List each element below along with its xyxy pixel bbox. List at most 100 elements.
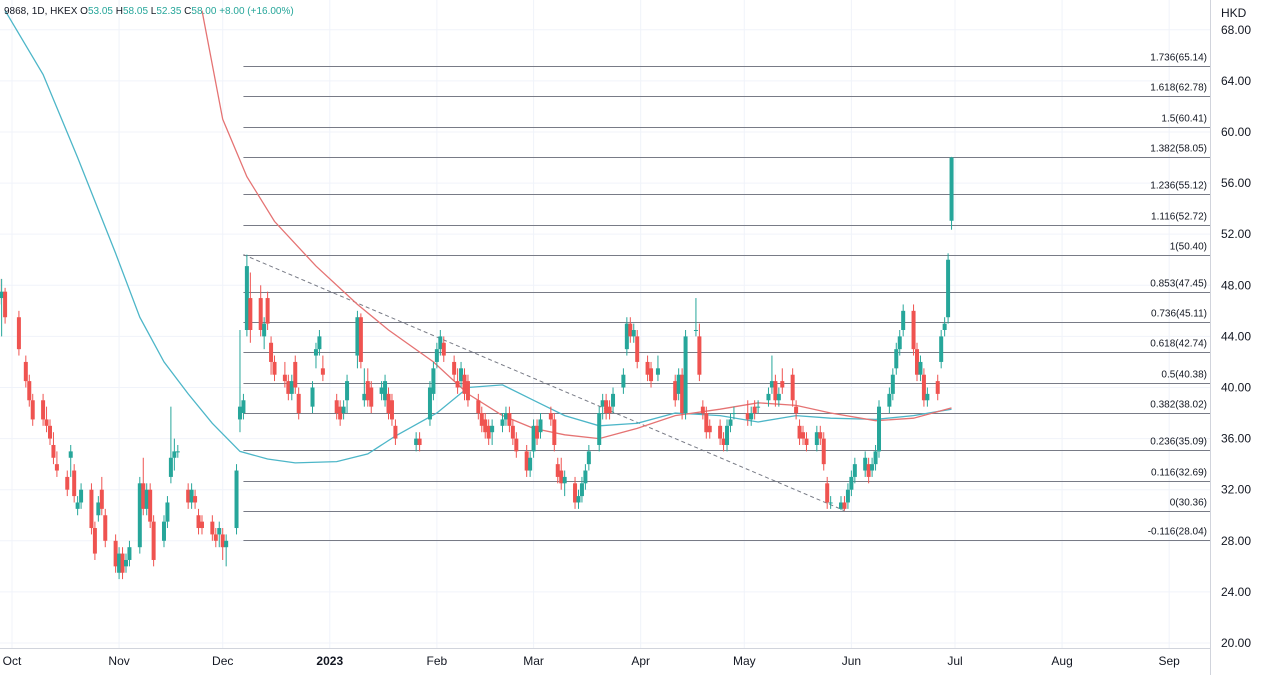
candle-body (600, 400, 605, 407)
candle (320, 355, 325, 382)
x-tick-label: Sep (1158, 654, 1180, 668)
candle (510, 419, 515, 445)
candle-body (863, 457, 868, 471)
candle-body (749, 413, 754, 420)
candle (776, 387, 781, 407)
candle (123, 553, 128, 573)
candle-body (296, 393, 301, 414)
candle (576, 489, 581, 509)
candle (745, 400, 750, 426)
candle (725, 419, 730, 452)
candle-body (718, 425, 723, 439)
fib-level-label: 0(30.36) (1170, 498, 1207, 509)
x-tick-label: May (733, 654, 756, 668)
candle-body (828, 502, 833, 504)
candle (417, 432, 422, 452)
x-axis[interactable]: Oct Nov Dec 2023 Feb Mar Apr May Jun Jul Aug Sep (3, 654, 1180, 668)
candle (23, 355, 28, 388)
candle (44, 406, 49, 433)
candle-body (576, 496, 581, 503)
candle (258, 285, 263, 337)
candle (127, 540, 132, 567)
candle (704, 406, 709, 439)
candle (465, 374, 470, 407)
y-tick-label: 36.00 (1221, 432, 1251, 446)
dashed-trendline[interactable] (243, 254, 845, 512)
candle-body (604, 400, 609, 414)
candle-body (801, 432, 806, 439)
candle (369, 381, 374, 414)
candle (0, 278, 4, 337)
candle-body (358, 317, 363, 362)
candle-body (286, 381, 291, 394)
candle (707, 419, 712, 439)
candle (597, 406, 602, 452)
candle (514, 432, 519, 458)
fib-level-label: 1.116(52.72) (1151, 212, 1207, 223)
candle-body (766, 393, 771, 401)
candle (918, 355, 923, 382)
candle (946, 253, 951, 324)
candle-body (825, 483, 830, 503)
candle (890, 368, 895, 401)
y-tick-label: 68.00 (1221, 23, 1251, 37)
candle (68, 444, 73, 477)
fib-level-label: 0.382(38.02) (1150, 400, 1207, 411)
candle (452, 355, 457, 382)
close-value: 58.00 (191, 6, 217, 17)
candle-body (313, 349, 318, 356)
candle-body (51, 444, 56, 458)
candle-body (731, 413, 736, 415)
candle (310, 381, 315, 414)
candle-body (624, 323, 629, 350)
candle (16, 310, 21, 356)
high-label: H (115, 6, 123, 17)
candle (693, 298, 698, 337)
high-value: 58.05 (122, 6, 149, 17)
candle-body (220, 534, 225, 548)
candle (237, 330, 242, 433)
candle (476, 393, 481, 420)
candle-body (175, 451, 180, 453)
candle-body (607, 406, 612, 414)
candle (559, 457, 564, 490)
candle-body (117, 553, 122, 573)
candle (655, 355, 660, 382)
y-tick-label: 32.00 (1221, 483, 1251, 497)
candle-body (890, 374, 895, 394)
candle-body (293, 361, 298, 388)
candle-body (894, 349, 899, 369)
candle-body (289, 381, 294, 394)
candle-body (597, 413, 602, 445)
candle-body (842, 502, 847, 509)
fib-level-label: 1.5(60.41) (1161, 114, 1207, 125)
candle-body (113, 540, 118, 567)
candle-body (345, 381, 350, 401)
candle-body (697, 336, 702, 375)
y-tick-label: 40.00 (1221, 380, 1251, 394)
candle-body (935, 381, 940, 394)
trendline[interactable] (243, 254, 845, 512)
candle (483, 413, 488, 439)
candle-body (849, 476, 854, 490)
candle (213, 528, 218, 548)
candle (386, 387, 391, 420)
candle-body (756, 406, 761, 408)
y-tick-label: 52.00 (1221, 227, 1251, 241)
candle-body (531, 425, 536, 452)
candle (345, 374, 350, 414)
candle (189, 483, 194, 509)
candle-body (524, 451, 529, 471)
candle (54, 451, 59, 477)
y-axis[interactable]: HKD 68.00 64.00 60.00 56.00 52.00 48.00 44.00 4… (1221, 6, 1251, 650)
candle-body (427, 387, 432, 420)
candle (621, 368, 626, 394)
grid-lines (0, 0, 1210, 648)
candle-body (148, 489, 153, 522)
candle-body (635, 336, 640, 362)
candle-body (873, 451, 878, 465)
y-tick-label: 64.00 (1221, 74, 1251, 88)
candle (137, 476, 142, 554)
candle-body (241, 400, 246, 414)
